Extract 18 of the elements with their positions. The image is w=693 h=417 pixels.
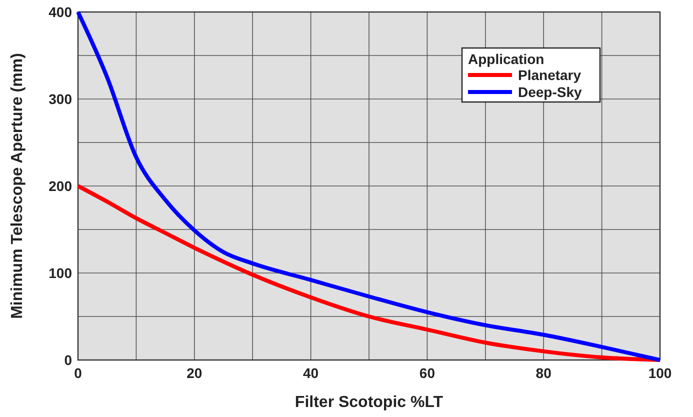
y-tick-label: 100 [48, 265, 72, 281]
x-tick-label: 100 [648, 365, 672, 381]
y-tick-label: 300 [48, 91, 72, 107]
x-tick-label: 40 [303, 365, 319, 381]
legend-label: Deep-Sky [518, 84, 582, 100]
y-tick-label: 400 [48, 4, 72, 20]
x-tick-label: 20 [186, 365, 202, 381]
x-tick-label: 80 [536, 365, 552, 381]
y-tick-label: 0 [64, 352, 72, 368]
legend-label: Planetary [518, 67, 582, 83]
x-axis-title: Filter Scotopic %LT [294, 394, 444, 411]
legend-title: Application [468, 51, 544, 67]
line-series [76, 184, 662, 362]
x-tick-label: 0 [74, 365, 82, 381]
y-axis-title: Minimum Telescope Aperture (mm) [9, 53, 26, 319]
x-tick-label: 60 [419, 365, 436, 381]
y-tick-label: 200 [48, 178, 72, 194]
line-series [76, 10, 662, 362]
